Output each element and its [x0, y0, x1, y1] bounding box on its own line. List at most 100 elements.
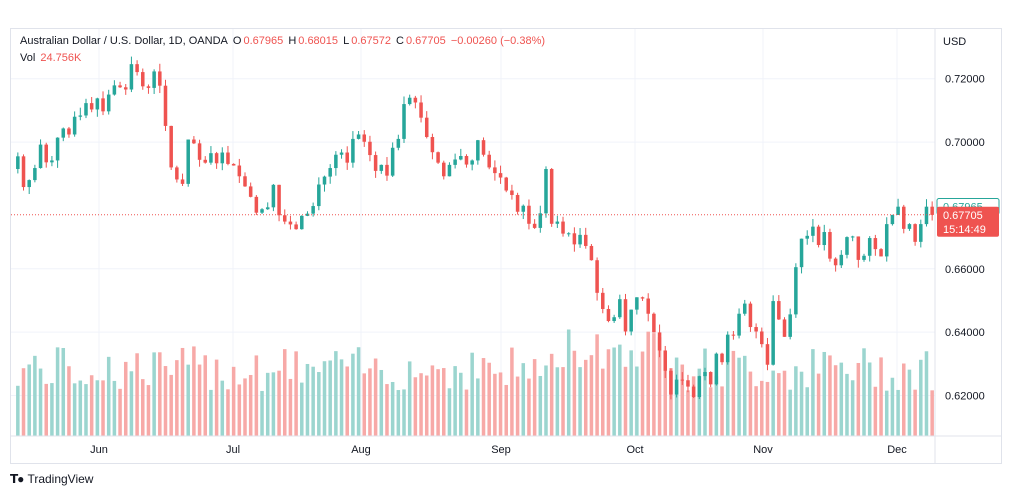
candle-body [351, 138, 355, 163]
candle-body [453, 159, 457, 165]
volume-bar [566, 329, 571, 436]
volume-bar [754, 386, 758, 436]
candle-body [487, 154, 491, 168]
volume-bar [652, 333, 656, 436]
volume-bar [487, 362, 491, 436]
volume-bar [589, 355, 594, 436]
high-value: 0.68015 [298, 35, 339, 47]
volume-bar [339, 359, 344, 436]
currency-label: USD [943, 36, 966, 48]
candle-body [459, 156, 463, 160]
candle-body [407, 97, 412, 105]
chart-frame[interactable]: 0.72000 0.70000 0.66000 0.64000 0.62000 Jun Ju… [10, 28, 1002, 464]
candle-body [476, 140, 480, 161]
volume-bar [396, 390, 401, 436]
volume-bar [72, 383, 77, 436]
volume-bar [896, 389, 900, 436]
volume-bar [67, 366, 71, 436]
candle-body [589, 245, 594, 261]
volume-bar [169, 374, 173, 436]
volume-bar [623, 366, 628, 436]
candle-body [737, 313, 741, 336]
candle-body [618, 299, 622, 318]
tradingview-logo-icon: 𝗧● [10, 472, 24, 486]
candle-body [748, 303, 753, 328]
volume-bar [873, 386, 878, 436]
candle-body [856, 236, 861, 260]
volume-bar [703, 348, 707, 436]
volume-bar [578, 367, 582, 436]
volume-bar [459, 372, 463, 436]
candle-body [277, 184, 281, 216]
candle-body [481, 140, 486, 155]
candle-body [101, 98, 105, 112]
volume-bar [186, 364, 190, 436]
volume-bar [862, 348, 866, 436]
candle-body [16, 156, 20, 169]
volume-bar [237, 384, 242, 436]
volume-bar [737, 357, 741, 436]
candle-body [708, 372, 713, 385]
candle-body [197, 143, 202, 160]
candle-body [305, 213, 310, 216]
volume-bar [146, 385, 151, 436]
volume-bar [640, 351, 645, 436]
tradingview-logo[interactable]: 𝗧● TradingView [10, 472, 93, 486]
volume-bar [794, 366, 798, 436]
candle-body [771, 301, 775, 365]
candle-body [629, 309, 633, 332]
volume-bar [84, 384, 88, 436]
volume-bar [226, 389, 230, 436]
volume-bar [629, 350, 633, 436]
x-tick-label: Jun [90, 444, 108, 456]
x-tick-label: Aug [351, 444, 371, 456]
vol-value: 24.756K [40, 52, 82, 64]
volume-bar [799, 371, 804, 436]
volume-bar [686, 390, 690, 436]
candle-body [902, 206, 906, 229]
volume-bar [822, 351, 827, 436]
x-tick-label: Sep [491, 444, 511, 456]
candle-body [674, 379, 679, 395]
candle-body [192, 139, 196, 144]
volume-bar [618, 344, 622, 436]
y-tick-label: 0.62000 [945, 390, 985, 402]
volume-bar [231, 366, 236, 436]
volume-bar [850, 380, 855, 436]
candle-body [33, 168, 37, 181]
candle-body [811, 226, 815, 236]
close-label: C [396, 35, 404, 47]
volume-bar [902, 363, 906, 436]
candle-body [112, 85, 117, 95]
candle-body [152, 71, 156, 88]
candle-body [72, 116, 77, 135]
candle-body [612, 317, 616, 322]
candle-body [731, 334, 736, 336]
volume-bar [657, 337, 662, 436]
candle-body [67, 128, 71, 135]
y-tick-label: 0.70000 [945, 137, 985, 149]
volume-bar [731, 350, 736, 436]
candle-body [385, 164, 389, 176]
candle-body [186, 139, 190, 184]
volume-bar [379, 369, 384, 436]
candle-body [777, 301, 781, 320]
candle-body [924, 206, 929, 225]
volume-bar [78, 380, 83, 436]
candle-body [742, 303, 747, 314]
volume-bar [38, 368, 43, 436]
chart-canvas[interactable]: 0.72000 0.70000 0.66000 0.64000 0.62000 Jun Ju… [11, 29, 1001, 463]
volume-bar [453, 366, 457, 436]
candle-body [328, 168, 332, 177]
candle-body [566, 233, 571, 235]
change-value: −0.00260 (−0.38%) [450, 35, 546, 47]
volume-bar [356, 347, 361, 436]
candle-body [231, 163, 236, 166]
candle-body [362, 134, 367, 142]
candle-body [788, 314, 792, 337]
candle-body [850, 236, 855, 238]
candle-body [657, 332, 662, 351]
volume-bar [606, 349, 611, 436]
volume-bar [101, 380, 105, 436]
symbol-title[interactable]: Australian Dollar / U.S. Dollar, 1D, OAN… [20, 35, 228, 47]
